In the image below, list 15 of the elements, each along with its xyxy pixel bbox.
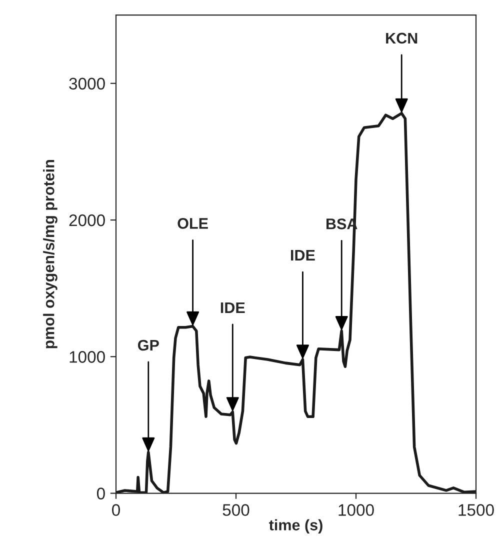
y-tick-label: 0 [96, 488, 105, 500]
x-tick-label: 1500 [458, 504, 494, 516]
x-axis-title: time (s) [269, 519, 322, 534]
y-tick-label: 1000 [70, 351, 105, 363]
annotation: KCN [386, 32, 418, 44]
annotation: IDE [220, 302, 245, 313]
y-tick-label: 3000 [69, 78, 105, 90]
annotation: IDE [291, 250, 315, 261]
x-tick-label: 0 [112, 504, 120, 516]
y-axis-title: pmol oxygen/s/mg protein [43, 160, 58, 348]
annotation: OLE [178, 218, 208, 229]
x-tick-label: 500 [222, 504, 250, 516]
y-tick-label: 2000 [69, 214, 105, 226]
x-tick-label: 1000 [338, 504, 374, 516]
annotation: GP [138, 340, 159, 351]
